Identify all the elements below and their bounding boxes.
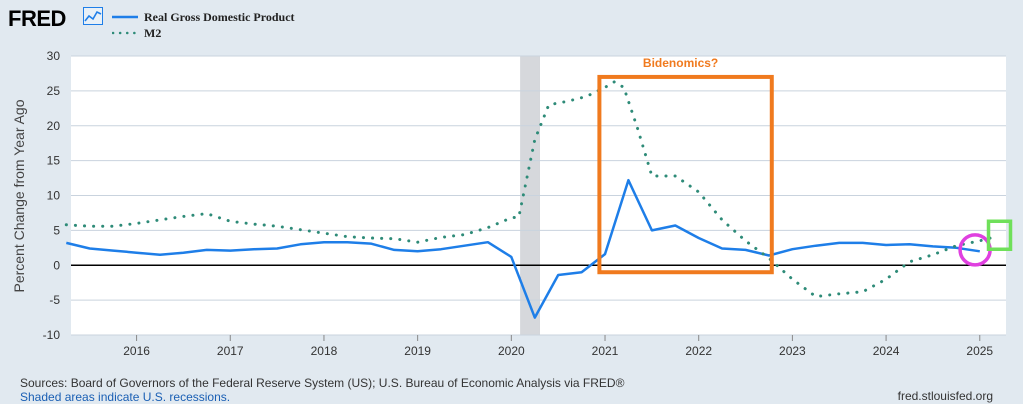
y-tick-label: -5 — [49, 293, 60, 307]
highlight-square — [986, 219, 1013, 252]
x-tick-label: 2024 — [873, 344, 900, 358]
y-tick-label: 30 — [47, 49, 61, 63]
annotation-layer: Bidenomics? — [597, 56, 1013, 275]
x-tick-label: 2018 — [311, 344, 338, 358]
series-layer — [64, 80, 1000, 319]
legend-swatch-gdp — [112, 15, 138, 19]
chart-legend: Real Gross Domestic Product M2 — [112, 9, 295, 41]
y-tick-label: 25 — [47, 84, 61, 98]
x-tick-label: 2025 — [966, 344, 993, 358]
bidenomics-box — [597, 74, 774, 275]
x-tick-label: 2023 — [779, 344, 806, 358]
y-tick-label: -10 — [43, 328, 61, 342]
y-tick-labels: -10 -5 0 5 10 15 20 25 30 — [43, 49, 61, 342]
recession-note-link[interactable]: Shaded areas indicate U.S. recessions. — [20, 390, 231, 404]
m2-series-line — [64, 80, 1000, 299]
y-axis-label: Percent Change from Year Ago — [11, 99, 27, 292]
legend-label-gdp: Real Gross Domestic Product — [144, 9, 295, 24]
x-tick-label: 2019 — [404, 344, 431, 358]
x-tick-label: 2016 — [123, 344, 150, 358]
site-url[interactable]: fred.stlouisfed.org — [897, 389, 993, 403]
chart-line-icon — [83, 7, 103, 25]
bidenomics-label: Bidenomics? — [643, 56, 718, 70]
legend-item-m2[interactable]: M2 — [112, 25, 295, 41]
legend-label-m2: M2 — [144, 25, 162, 40]
legend-item-gdp[interactable]: Real Gross Domestic Product — [112, 9, 295, 25]
gdp-series-line — [66, 178, 980, 319]
fred-logo[interactable]: FRED — [8, 6, 66, 31]
x-tick-labels: 2016 2017 2018 2019 2020 2021 2022 2023 2024 2025 — [123, 344, 993, 358]
legend-swatch-m2 — [112, 31, 138, 35]
y-tick-label: 10 — [47, 189, 61, 203]
grid-layer — [71, 55, 1006, 341]
x-tick-label: 2017 — [217, 344, 244, 358]
footer-sources: Sources: Board of Governors of the Feder… — [20, 376, 624, 404]
y-tick-label: 15 — [47, 154, 61, 168]
x-tick-label: 2021 — [592, 344, 619, 358]
sources-text: Sources: Board of Governors of the Feder… — [20, 376, 625, 390]
y-tick-label: 0 — [53, 258, 60, 272]
y-tick-label: 5 — [53, 223, 60, 237]
x-tick-label: 2020 — [498, 344, 525, 358]
x-tick-label: 2022 — [685, 344, 712, 358]
y-tick-label: 20 — [47, 119, 61, 133]
